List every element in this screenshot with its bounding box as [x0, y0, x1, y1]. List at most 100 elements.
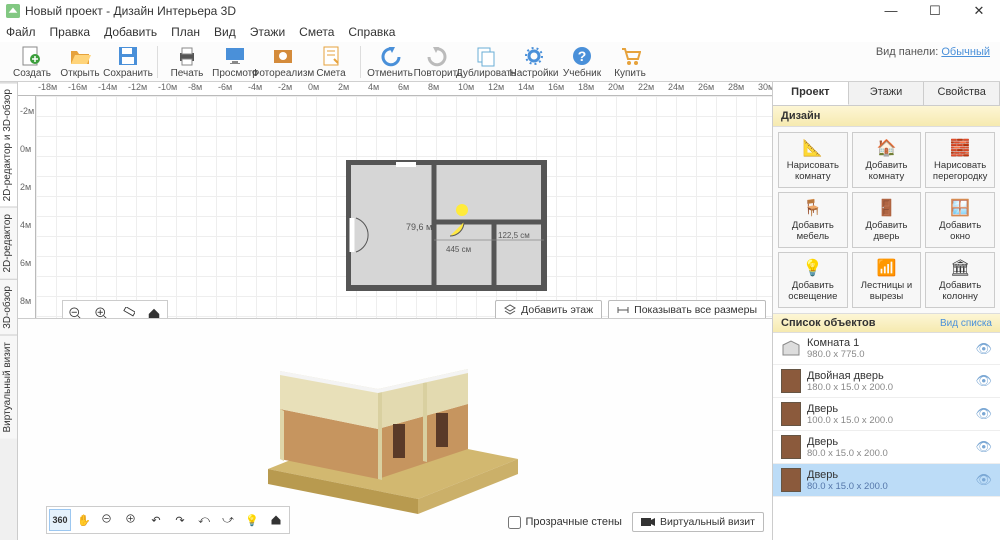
open-icon	[69, 45, 91, 67]
undo-icon	[379, 45, 401, 67]
object-row-0[interactable]: Комната 1980.0 x 775.0👁	[773, 333, 1000, 365]
tilt-up-button[interactable]: ⤺	[193, 509, 215, 531]
menu-view[interactable]: Вид	[214, 25, 236, 39]
menu-edit[interactable]: Правка	[50, 25, 91, 39]
door-thumb-icon	[781, 468, 801, 492]
tool-redo[interactable]: Повторить	[414, 45, 462, 79]
vtab-2d-3d[interactable]: 2D-редактор и 3D-обзор	[0, 82, 17, 207]
menu-plan[interactable]: План	[171, 25, 200, 39]
design-btn-1[interactable]: 🏠Добавитькомнату	[852, 132, 922, 188]
tool-dup[interactable]: Дублировать	[462, 45, 510, 79]
tab-floors[interactable]: Этажи	[849, 82, 925, 105]
tool-new[interactable]: Создать	[8, 45, 56, 79]
3d-toolbar: 360 ✋ ↶ ↷ ⤺ ⤻ 💡	[46, 506, 290, 534]
tab-project[interactable]: Проект	[773, 82, 849, 105]
object-row-3[interactable]: Дверь80.0 x 15.0 x 200.0👁	[773, 431, 1000, 464]
app-icon	[6, 4, 20, 18]
help-icon: ?	[571, 45, 593, 67]
notes-icon	[320, 45, 342, 67]
ruler-vertical: -2м0м2м4м6м8м	[18, 96, 36, 318]
orbit-360-button[interactable]: 360	[49, 509, 71, 531]
menu-file[interactable]: Файл	[6, 25, 36, 39]
tab-properties[interactable]: Свойства	[924, 82, 1000, 105]
floorplan-drawing[interactable]: 79,6 м² 445 см 122,5 см	[346, 160, 556, 295]
vtab-3d[interactable]: 3D-обзор	[0, 279, 17, 335]
object-row-1[interactable]: Двойная дверь180.0 x 15.0 x 200.0👁	[773, 365, 1000, 398]
show-dimensions-button[interactable]: Показывать все размеры	[608, 300, 766, 320]
design-btn-6[interactable]: 💡Добавитьосвещение	[778, 252, 848, 308]
tool-gear[interactable]: Настройки	[510, 45, 558, 79]
zoom-in-3d-button[interactable]	[121, 509, 143, 531]
cart-icon	[619, 45, 641, 67]
light-button[interactable]: 💡	[241, 509, 263, 531]
svg-text:?: ?	[578, 48, 587, 64]
home-3d-button[interactable]	[265, 509, 287, 531]
svg-text:445 см: 445 см	[446, 245, 471, 254]
visibility-icon[interactable]: 👁	[975, 341, 992, 357]
menubar: Файл Правка Добавить План Вид Этажи Смет…	[0, 22, 1000, 42]
main-toolbar: СоздатьОткрытьСохранитьПечатьПросмотрФот…	[0, 42, 1000, 82]
tool-cart[interactable]: Купить	[606, 45, 654, 79]
plan-2d-canvas[interactable]: 79,6 м² 445 см 122,5 см Добавить этаж По…	[36, 96, 772, 318]
tool-open[interactable]: Открыть	[56, 45, 104, 79]
tilt-down-button[interactable]: ⤻	[217, 509, 239, 531]
virtual-visit-button[interactable]: Виртуальный визит	[632, 512, 764, 532]
left-tabs: 2D-редактор и 3D-обзор 2D-редактор 3D-об…	[0, 82, 18, 540]
design-btn-4[interactable]: 🚪Добавитьдверь	[852, 192, 922, 248]
scene-3d	[228, 329, 548, 519]
visibility-icon[interactable]: 👁	[975, 439, 992, 455]
design-btn-7[interactable]: 📶Лестницы ивырезы	[852, 252, 922, 308]
visibility-icon[interactable]: 👁	[975, 472, 992, 488]
monitor-icon	[224, 45, 246, 67]
menu-add[interactable]: Добавить	[104, 25, 157, 39]
objectlist-viewmode-link[interactable]: Вид списка	[940, 318, 992, 329]
minimize-button[interactable]: —	[876, 3, 906, 19]
visibility-icon[interactable]: 👁	[975, 406, 992, 422]
design-btn-3[interactable]: 🪑Добавитьмебель	[778, 192, 848, 248]
close-button[interactable]: ✕	[964, 3, 994, 19]
rotate-cw-button[interactable]: ↷	[169, 509, 191, 531]
tool-notes[interactable]: Смета	[307, 45, 355, 79]
pan-button[interactable]: ✋	[73, 509, 95, 531]
view-panel-switch: Вид панели: Обычный	[876, 46, 990, 58]
menu-estimate[interactable]: Смета	[299, 25, 334, 39]
object-row-4[interactable]: Дверь80.0 x 15.0 x 200.0👁	[773, 464, 1000, 497]
design-btn-0[interactable]: 📐Нарисоватькомнату	[778, 132, 848, 188]
menu-help[interactable]: Справка	[348, 25, 395, 39]
svg-text:79,6 м²: 79,6 м²	[406, 222, 435, 232]
zoom-out-3d-button[interactable]	[97, 509, 119, 531]
design-btn-5[interactable]: 🪟Добавитьокно	[925, 192, 995, 248]
tool-photo[interactable]: Фотореализм	[259, 45, 307, 79]
view-panel-link[interactable]: Обычный	[941, 46, 990, 58]
dup-icon	[475, 45, 497, 67]
save-icon	[117, 45, 139, 67]
design-btn-2[interactable]: 🧱Нарисоватьперегородку	[925, 132, 995, 188]
print-icon	[176, 45, 198, 67]
tool-help[interactable]: ?Учебник	[558, 45, 606, 79]
vtab-2d[interactable]: 2D-редактор	[0, 207, 17, 279]
view-3d-canvas[interactable]: 360 ✋ ↶ ↷ ⤺ ⤻ 💡 Прозрачные стены Виртуал…	[18, 318, 772, 540]
room-icon	[781, 339, 801, 359]
redo-icon	[427, 45, 449, 67]
tool-undo[interactable]: Отменить	[366, 45, 414, 79]
add-floor-button[interactable]: Добавить этаж	[495, 300, 602, 320]
objectlist-header: Список объектов	[781, 317, 875, 329]
door-thumb-icon	[781, 402, 801, 426]
visibility-icon[interactable]: 👁	[975, 373, 992, 389]
transparent-walls-checkbox[interactable]: Прозрачные стены	[508, 516, 621, 529]
dimensions-icon	[617, 304, 629, 316]
camera-icon	[641, 517, 655, 527]
menu-floors[interactable]: Этажи	[250, 25, 285, 39]
design-btn-8[interactable]: 🏛Добавитьколонну	[925, 252, 995, 308]
svg-text:122,5 см: 122,5 см	[498, 231, 530, 240]
design-section-header: Дизайн	[773, 106, 1000, 127]
vtab-virtual[interactable]: Виртуальный визит	[0, 335, 17, 439]
gear-icon	[523, 45, 545, 67]
object-row-2[interactable]: Дверь100.0 x 15.0 x 200.0👁	[773, 398, 1000, 431]
tool-print[interactable]: Печать	[163, 45, 211, 79]
rotate-ccw-button[interactable]: ↶	[145, 509, 167, 531]
maximize-button[interactable]: ☐	[920, 3, 950, 19]
tool-save[interactable]: Сохранить	[104, 45, 152, 79]
layers-icon	[504, 304, 516, 316]
photo-icon	[272, 45, 294, 67]
